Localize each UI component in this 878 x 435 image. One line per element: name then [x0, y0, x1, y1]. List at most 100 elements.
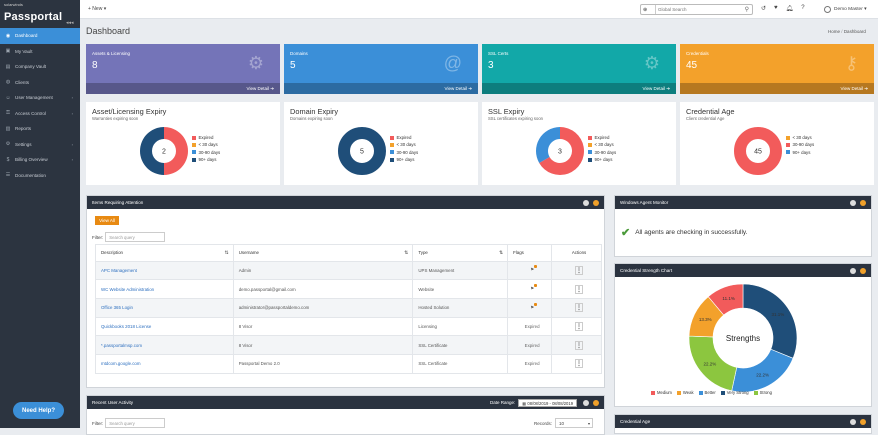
- legend-swatch: [588, 157, 592, 162]
- row-description[interactable]: Quickbooks 2018 License: [95, 316, 234, 337]
- close-icon[interactable]: [860, 199, 866, 206]
- stat-tile-2[interactable]: SSL Certs 3 ⚙ View Detail ➔: [482, 44, 676, 94]
- minimize-icon[interactable]: [583, 199, 589, 206]
- row-description[interactable]: WC Website Administration: [95, 279, 234, 299]
- billing-icon: $: [6, 156, 10, 163]
- age-panel-header: Credential Age: [615, 415, 871, 428]
- col-type[interactable]: Type ⇅: [412, 244, 509, 262]
- card-legend: < 30 days 30-90 days 90+ days: [786, 134, 814, 156]
- sidebar-item-billing-overview[interactable]: $ Billing Overview ›: [0, 152, 80, 168]
- stat-value: 45: [686, 60, 698, 71]
- close-icon[interactable]: [593, 199, 599, 206]
- sidebar-item-documentation[interactable]: ☰ Documentation: [0, 168, 80, 184]
- table-row[interactable]: mtdcom.google.com Passportal Demo 2.0 SSL …: [95, 353, 602, 374]
- filter-input[interactable]: Search query: [105, 232, 166, 242]
- bell-icon[interactable]: 🔔︎: [785, 6, 794, 12]
- row-description[interactable]: Office 365 Login: [95, 297, 234, 318]
- row-description[interactable]: mtdcom.google.com: [95, 353, 234, 374]
- row-description[interactable]: *.passportalmsp.com: [95, 335, 234, 355]
- flag-icon[interactable]: ⚑: [530, 284, 538, 292]
- kebab-menu-icon[interactable]: ⋮: [575, 321, 584, 331]
- close-icon[interactable]: [860, 267, 866, 274]
- stat-tile-1[interactable]: Domains 5 @ View Detail ➔: [284, 44, 478, 94]
- sidebar-item-my-vault[interactable]: ▣ My Vault: [0, 44, 80, 60]
- flag-icon[interactable]: ⚑: [530, 302, 538, 311]
- sort-icon[interactable]: ⇅: [224, 250, 229, 256]
- date-range-input[interactable]: ▦ 08/08/2019 - 08/08/2019: [518, 398, 578, 407]
- legend-item: 90+ days: [390, 156, 418, 163]
- new-button[interactable]: + New ▾: [88, 6, 107, 12]
- close-icon[interactable]: [593, 399, 599, 406]
- sidebar-item-access-control[interactable]: ⚿ Access Control ›: [0, 106, 80, 122]
- records-select[interactable]: 10 ▾: [555, 418, 594, 428]
- minimize-icon[interactable]: [850, 267, 856, 274]
- flag-icon[interactable]: ⚑: [530, 265, 538, 273]
- access-control-icon: ⚿: [6, 110, 10, 117]
- key-icon: ⚷: [844, 53, 858, 73]
- kebab-menu-icon[interactable]: ⋮: [575, 303, 584, 313]
- table-row[interactable]: Quickbooks 2018 License 8 Visor Licensing E…: [95, 316, 602, 337]
- view-detail-link[interactable]: View Detail ➔: [284, 83, 478, 94]
- history-icon[interactable]: ↺: [761, 6, 767, 12]
- view-all-button[interactable]: View All: [95, 216, 119, 225]
- help-icon[interactable]: ?: [801, 5, 805, 11]
- legend-item: < 30 days: [588, 141, 616, 148]
- table-row[interactable]: *.passportalmsp.com 8 Visor SSL Certificat…: [95, 335, 602, 355]
- sidebar-item-reports[interactable]: ▥ Reports: [0, 121, 80, 137]
- legend-label: Better: [704, 390, 716, 395]
- sidebar-item-clients[interactable]: ◍ Clients: [0, 75, 80, 91]
- sort-icon[interactable]: ⇅: [498, 250, 504, 256]
- logo[interactable]: solarwinds Passportal: [0, 0, 80, 28]
- globe-icon[interactable]: ⊕: [643, 6, 648, 13]
- need-help-button[interactable]: Need Help?: [13, 402, 64, 419]
- donut-segment: [338, 127, 386, 175]
- sidebar-item-user-management[interactable]: ☺ User Management ›: [0, 90, 80, 106]
- chevron-down-icon: ▾: [588, 421, 591, 426]
- col-description[interactable]: Description ⇅: [95, 244, 234, 262]
- search-icon[interactable]: ⚲: [744, 7, 749, 13]
- stat-tile-3[interactable]: Credentials 45 ⚷ View Detail ➔: [680, 44, 874, 94]
- heart-icon[interactable]: ♥: [774, 5, 778, 11]
- sidebar-item-dashboard[interactable]: ◉ Dashboard: [0, 28, 80, 44]
- search-input[interactable]: [658, 5, 738, 14]
- legend-label: Medium: [657, 390, 672, 395]
- table-row[interactable]: Office 365 Login administrator@passportal…: [95, 297, 602, 318]
- kebab-menu-icon[interactable]: ⋮: [575, 284, 584, 294]
- kebab-menu-icon[interactable]: ⋮: [575, 340, 584, 350]
- user-menu[interactable]: Demo Master ▾: [824, 6, 867, 13]
- sort-icon[interactable]: ⇅: [404, 250, 409, 256]
- table-row[interactable]: APC Management Admin UPS Management ⚑ ⋮: [95, 260, 602, 281]
- breadcrumb-home[interactable]: Home: [828, 29, 841, 34]
- sidebar-item-company-vault[interactable]: ▤ Company Vault: [0, 59, 80, 75]
- legend-label: 90+ days: [594, 157, 613, 163]
- expiry-donut: 45: [734, 127, 782, 175]
- menu-collapse-icon[interactable]: ◂◂◂: [66, 20, 74, 26]
- view-detail-link[interactable]: View Detail ➔: [680, 83, 874, 94]
- legend-label: 90+ days: [792, 149, 811, 155]
- legend-label: Weak: [682, 390, 694, 395]
- row-description[interactable]: APC Management: [95, 260, 234, 281]
- col-username[interactable]: Username ⇅: [232, 244, 414, 262]
- minimize-icon[interactable]: [850, 418, 856, 425]
- legend-item: 90+ days: [786, 149, 814, 156]
- page-title: Dashboard: [86, 26, 131, 36]
- kebab-menu-icon[interactable]: ⋮: [575, 359, 584, 369]
- view-detail-link[interactable]: View Detail ➔: [482, 83, 676, 94]
- topbar: + New ▾ ⊕ ⚲ ↺ ♥ 🔔︎ ? Demo Master ▾: [80, 0, 878, 19]
- row-type: Licensing: [412, 316, 509, 337]
- table-row[interactable]: WC Website Administration demo.passportal…: [95, 279, 602, 299]
- row-flags: ⚑: [507, 297, 553, 318]
- strength-slice-very-strong: [742, 283, 798, 359]
- sidebar-item-settings[interactable]: ⚙ Settings ›: [0, 137, 80, 153]
- view-detail-link[interactable]: View Detail ➔: [86, 83, 280, 94]
- legend-label: Expired: [198, 135, 214, 141]
- stat-tile-0[interactable]: Assets & Licensing 8 ⚙ View Detail ➔: [86, 44, 280, 94]
- slice-label: 13.3%: [699, 317, 712, 322]
- filter-input[interactable]: Search query: [105, 418, 166, 428]
- minimize-icon[interactable]: [850, 199, 856, 206]
- close-icon[interactable]: [860, 418, 866, 425]
- sidebar-item-label: Billing Overview: [15, 157, 48, 163]
- legend-item: 30-90 days: [588, 149, 616, 156]
- kebab-menu-icon[interactable]: ⋮: [575, 265, 584, 275]
- minimize-icon[interactable]: [583, 399, 589, 406]
